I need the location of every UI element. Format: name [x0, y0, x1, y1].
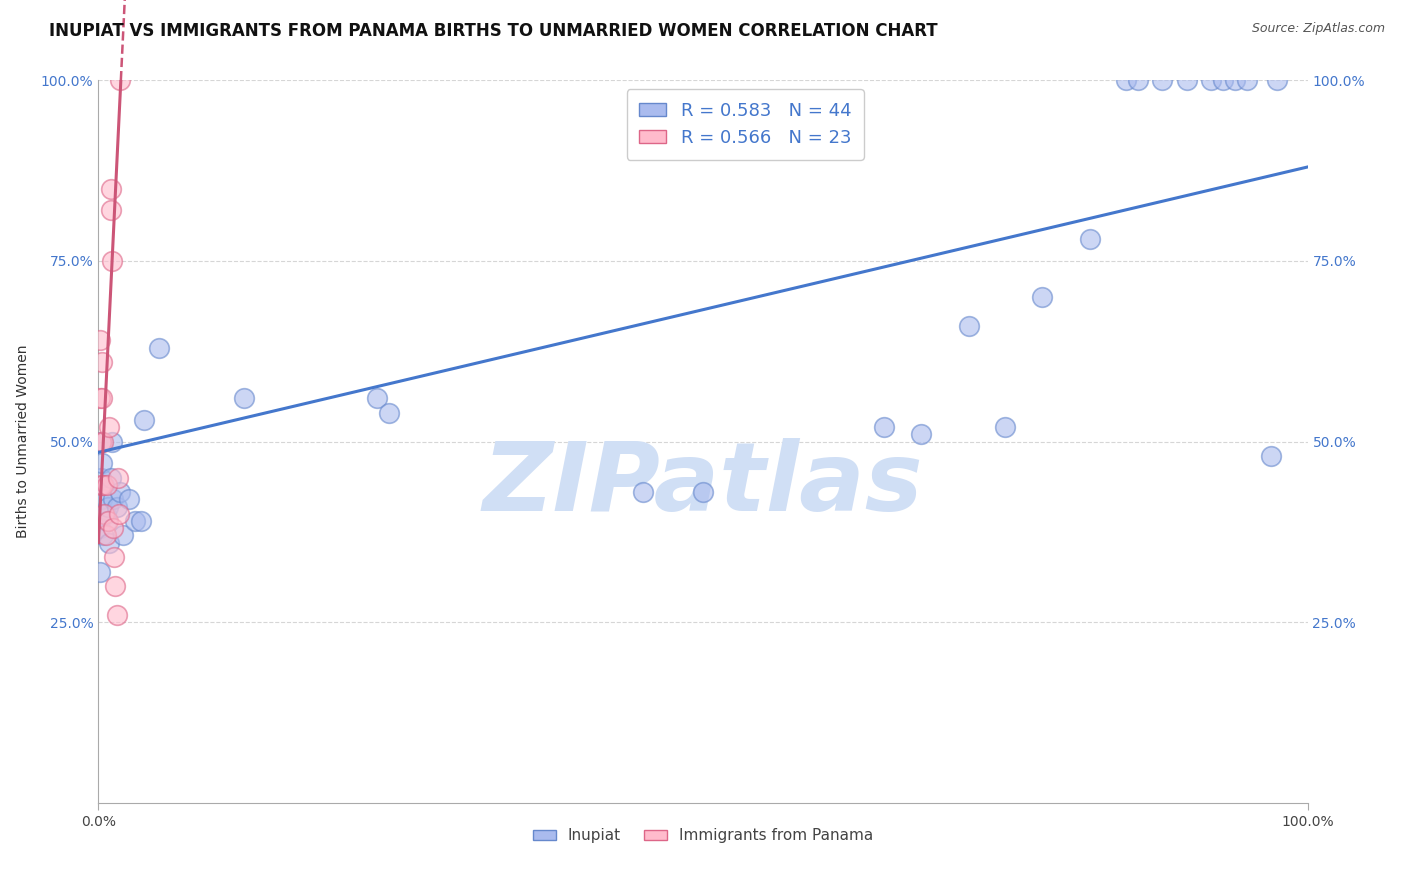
- Point: [90, 434, 112, 449]
- Point: [1212, 73, 1234, 87]
- Point: [100, 203, 122, 218]
- Y-axis label: Births to Unmarried Women: Births to Unmarried Women: [15, 345, 30, 538]
- Point: [366, 391, 388, 405]
- Point: [91, 492, 114, 507]
- Point: [98, 535, 121, 549]
- Point: [692, 485, 714, 500]
- Point: [108, 485, 131, 500]
- Point: [100, 253, 122, 268]
- Point: [957, 318, 980, 333]
- Point: [98, 420, 121, 434]
- Point: [994, 420, 1017, 434]
- Point: [1223, 73, 1246, 87]
- Point: [111, 528, 134, 542]
- Point: [100, 182, 122, 196]
- Point: [93, 507, 115, 521]
- Point: [91, 355, 114, 369]
- Point: [1175, 73, 1198, 87]
- Point: [89, 334, 111, 348]
- Point: [108, 507, 131, 521]
- Point: [105, 500, 128, 514]
- Point: [1152, 73, 1174, 87]
- Point: [148, 341, 170, 355]
- Point: [232, 391, 254, 405]
- Point: [89, 391, 111, 405]
- Point: [377, 406, 399, 420]
- Point: [91, 456, 114, 470]
- Point: [134, 413, 156, 427]
- Point: [101, 521, 124, 535]
- Text: INUPIAT VS IMMIGRANTS FROM PANAMA BIRTHS TO UNMARRIED WOMEN CORRELATION CHART: INUPIAT VS IMMIGRANTS FROM PANAMA BIRTHS…: [49, 22, 938, 40]
- Point: [108, 73, 131, 87]
- Point: [91, 434, 114, 449]
- Point: [96, 478, 118, 492]
- Text: ZIPatlas: ZIPatlas: [482, 438, 924, 532]
- Point: [107, 470, 129, 484]
- Point: [91, 478, 114, 492]
- Legend: Inupiat, Immigrants from Panama: Inupiat, Immigrants from Panama: [527, 822, 879, 849]
- Point: [100, 470, 122, 484]
- Point: [1199, 73, 1222, 87]
- Point: [93, 478, 115, 492]
- Point: [89, 565, 111, 579]
- Point: [101, 492, 124, 507]
- Point: [103, 550, 125, 565]
- Point: [631, 485, 654, 500]
- Point: [94, 507, 117, 521]
- Point: [91, 528, 114, 542]
- Point: [1031, 290, 1053, 304]
- Point: [90, 470, 112, 484]
- Point: [94, 528, 117, 542]
- Point: [118, 492, 141, 507]
- Point: [873, 420, 896, 434]
- Point: [97, 500, 120, 514]
- Point: [90, 478, 112, 492]
- Point: [96, 514, 118, 528]
- Point: [1078, 232, 1101, 246]
- Point: [105, 607, 128, 622]
- Point: [100, 434, 122, 449]
- Point: [104, 579, 127, 593]
- Point: [91, 391, 114, 405]
- Point: [1115, 73, 1137, 87]
- Point: [124, 514, 146, 528]
- Point: [89, 521, 111, 535]
- Point: [1128, 73, 1150, 87]
- Point: [1236, 73, 1258, 87]
- Point: [90, 434, 112, 449]
- Text: Source: ZipAtlas.com: Source: ZipAtlas.com: [1251, 22, 1385, 36]
- Point: [910, 427, 932, 442]
- Point: [1260, 449, 1282, 463]
- Point: [129, 514, 152, 528]
- Point: [97, 514, 120, 528]
- Point: [1267, 73, 1289, 87]
